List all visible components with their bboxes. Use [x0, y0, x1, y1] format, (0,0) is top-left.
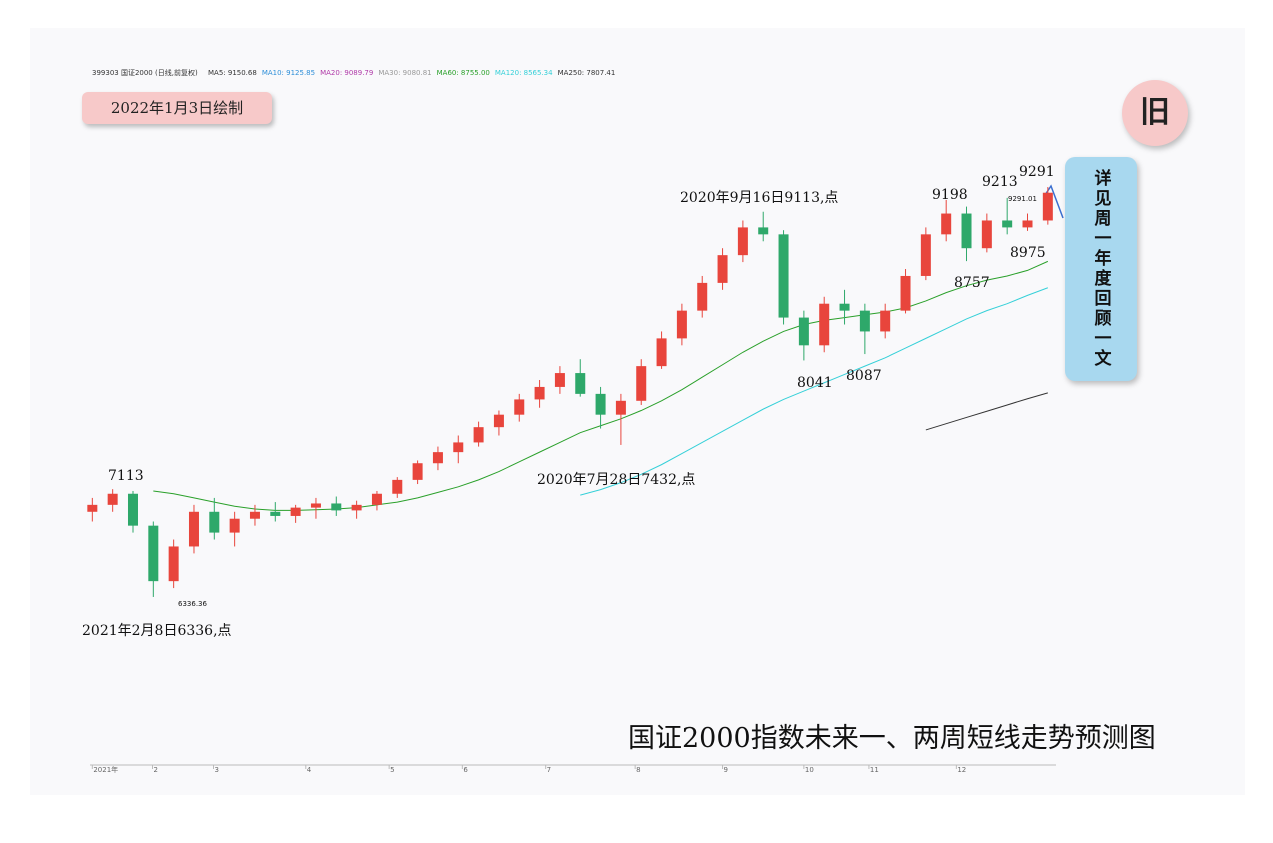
candle-body	[920, 234, 931, 276]
candle-body	[575, 373, 586, 394]
annotation: 2021年2月8日6336,点	[82, 623, 232, 639]
candle-body	[249, 511, 260, 519]
candle-body	[432, 452, 443, 464]
candle-body	[453, 442, 464, 453]
candle-body	[798, 317, 809, 346]
annotation: 9291.01	[1008, 195, 1037, 203]
candle-body	[351, 504, 362, 511]
candle-body	[1002, 220, 1013, 228]
candle-body	[168, 546, 179, 582]
annotation: 6336.36	[178, 600, 207, 608]
panel	[30, 28, 1245, 795]
x-tick-label: 10	[805, 766, 814, 774]
candle-body	[615, 400, 626, 415]
chart-title: 国证2000指数未来一、两周短线走势预测图	[628, 723, 1156, 754]
candle-body	[880, 310, 891, 332]
candle-body	[981, 220, 992, 249]
candle-body	[819, 303, 830, 346]
candle-body	[493, 414, 504, 428]
legend-entry: MA20: 9089.79	[320, 69, 373, 77]
candle-body	[1042, 192, 1053, 221]
candle-body	[941, 213, 952, 235]
candle-body	[188, 511, 199, 547]
candle-body	[371, 493, 382, 505]
candle-body	[534, 386, 545, 400]
legend-entry: MA120: 8565.34	[495, 69, 553, 77]
candle-body	[900, 275, 911, 311]
candle-body	[148, 525, 159, 582]
x-tick-label: 11	[870, 766, 879, 774]
candle-body	[961, 213, 972, 249]
candle-body	[697, 282, 708, 311]
candle-body	[676, 310, 687, 339]
annotation: 7113	[108, 468, 144, 484]
candle-body	[473, 427, 484, 443]
side-note-box: 详见周一年度回顾一文	[1065, 157, 1137, 381]
forecast-line	[1044, 184, 1064, 219]
candle-body	[107, 493, 118, 505]
annotation: 8041	[797, 375, 833, 391]
legend-entry: MA250: 7807.41	[558, 69, 616, 77]
candle-body	[310, 503, 321, 508]
x-tick-label: 8	[636, 766, 640, 774]
x-tick-label: 2	[154, 766, 158, 774]
legend-entry: MA5: 9150.68	[208, 69, 257, 77]
x-tick-label: 3	[214, 766, 218, 774]
annotation: 9213	[982, 174, 1018, 190]
x-tick-label: 12	[957, 766, 966, 774]
annotation: 9198	[932, 187, 968, 203]
chart-header: 399303 国证2000 (日线,前复权)	[92, 68, 198, 77]
candle-body	[656, 338, 667, 367]
candle-body	[270, 511, 281, 516]
annotation: 2020年7月28日7432,点	[537, 472, 695, 488]
annotation: 8087	[846, 368, 882, 384]
ma-line	[580, 287, 1049, 496]
legend-entry: MA60: 8755.00	[437, 69, 490, 77]
x-tick-label: 7	[547, 766, 551, 774]
x-tick-label: 4	[307, 766, 312, 774]
candle-body	[229, 518, 240, 533]
candle-body	[737, 227, 748, 256]
candle-body	[717, 255, 728, 283]
candle-body	[290, 507, 301, 516]
legend-entry: MA30: 9080.81	[378, 69, 431, 77]
candle-body	[127, 493, 138, 526]
x-tick-label: 5	[390, 766, 394, 774]
candle-body	[554, 373, 565, 387]
x-tick-label: 6	[463, 766, 468, 774]
candle-body	[778, 234, 789, 318]
badge: 旧	[1122, 80, 1188, 146]
date-box: 2022年1月3日绘制	[82, 92, 272, 124]
candle-body	[758, 227, 769, 235]
x-tick-label: 9	[724, 766, 728, 774]
candle-body	[331, 503, 342, 511]
candle-body	[859, 310, 870, 332]
annotation: 8975	[1010, 245, 1046, 261]
ma-line	[925, 392, 1048, 431]
candle-body	[1022, 220, 1033, 228]
candle-body	[87, 504, 98, 512]
candle-body	[209, 511, 220, 533]
annotation: 9291	[1019, 164, 1055, 180]
legend-entry: MA10: 9125.85	[262, 69, 315, 77]
side-note: 详见周一年度回顾一文	[1090, 169, 1111, 369]
candle-body	[514, 399, 525, 415]
x-tick-label: 2021年	[93, 765, 118, 774]
candle-body	[392, 479, 403, 494]
annotation: 8757	[954, 275, 990, 291]
candle-body	[636, 366, 647, 401]
candle-body	[412, 463, 423, 480]
annotation: 2020年9月16日9113,点	[680, 190, 838, 206]
candle-body	[839, 303, 850, 311]
candle-body	[595, 393, 606, 415]
